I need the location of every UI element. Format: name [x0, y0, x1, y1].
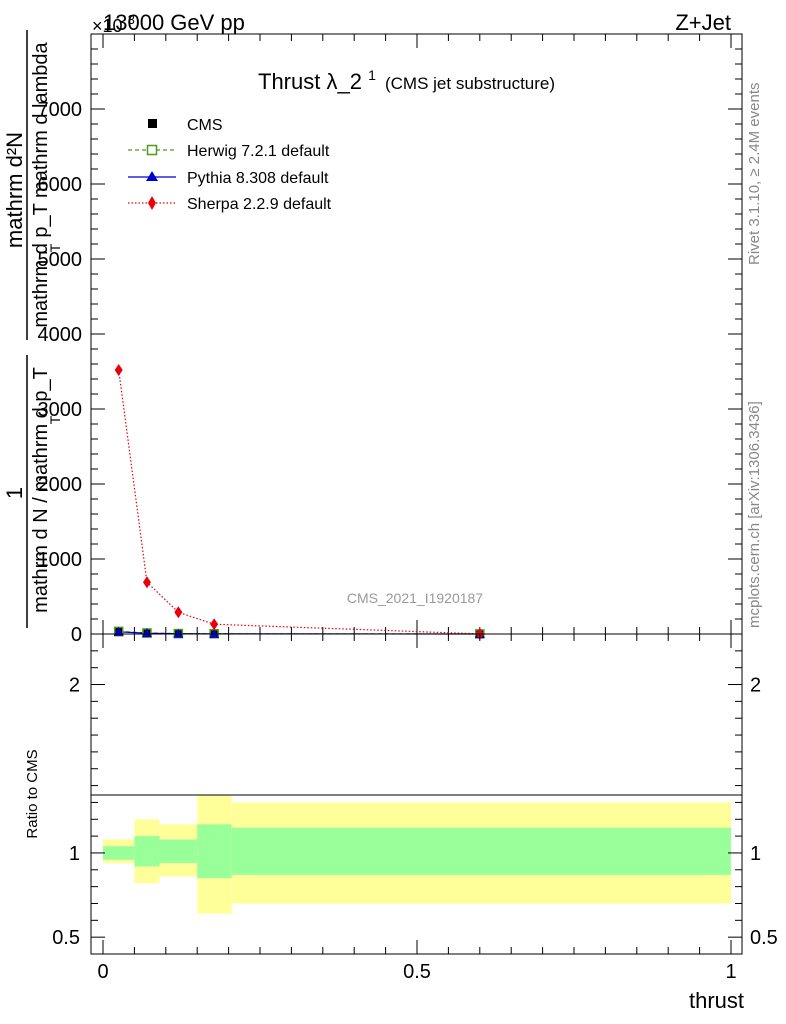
ylabel-sub-t2: T	[47, 243, 63, 252]
main-y-tick-labels: 0 1000 2000 3000 4000 5000 6000 7000	[38, 99, 83, 646]
main-y-tick-label: 0	[71, 624, 82, 646]
legend-entry-herwig: Herwig 7.2.1 default	[128, 143, 330, 160]
energy-label: 13000 GeV pp	[103, 10, 245, 35]
rivet-label: Rivet 3.1.10, ≥ 2.4M events	[746, 83, 763, 266]
series-3-point-3	[210, 618, 219, 631]
ratio-inner-band-2	[159, 839, 198, 864]
ratio-y-tick-label-right: 1	[750, 843, 761, 865]
legend-pythia-marker	[146, 171, 158, 181]
y-scale-exponent-base: ×10	[92, 16, 123, 36]
ratio-inner-band-0	[103, 846, 135, 860]
x-axis-title: thrust	[689, 988, 744, 1013]
legend-cms-label: CMS	[187, 117, 223, 134]
legend-herwig-label: Herwig 7.2.1 default	[187, 143, 330, 160]
main-y-tick-label: 7000	[38, 99, 83, 121]
ratio-axis-ticks	[91, 634, 742, 954]
ratio-inner-band-3	[197, 824, 232, 879]
series-2-point-1	[141, 628, 152, 638]
main-y-tick-label: 1000	[38, 549, 83, 571]
ratio-y-tick-label-left: 1	[69, 843, 80, 865]
legend-entry-cms: CMS	[148, 117, 223, 134]
ratio-y-tick-label-right: 2	[750, 675, 761, 697]
series-3-point-0	[114, 364, 123, 376]
ratio-y-tick-label-left: 2	[69, 675, 80, 697]
x-tick-labels: 0 0.5 1	[97, 961, 736, 983]
main-y-axis-title: 1 mathrm d N / mathrm d p_T T mathrm d²N…	[2, 30, 63, 628]
plot-title: Thrust λ_2 1 (CMS jet substructure)	[258, 60, 555, 94]
mcplots-label: mcplots.cern.ch [arXiv:1306.3436]	[746, 401, 763, 628]
ratio-uncertainty-bands	[103, 795, 732, 914]
y-scale-exponent-label: ×10 3	[92, 12, 135, 36]
ratio-y-tick-label-left: 0.5	[52, 927, 80, 949]
legend: CMS Herwig 7.2.1 default Pythia 8.308 de…	[128, 117, 332, 213]
ratio-inner-band-4	[231, 827, 732, 875]
ratio-y-axis-title: Ratio to CMS	[24, 749, 41, 838]
ratio-panel-frame	[90, 633, 743, 955]
ratio-inner-band-1	[134, 836, 160, 867]
plot-title-main: Thrust λ_2	[258, 69, 362, 94]
legend-entry-sherpa: Sherpa 2.2.9 default	[128, 196, 332, 213]
main-y-tick-label: 6000	[38, 174, 83, 196]
series-3-point-1	[142, 576, 151, 589]
analysis-watermark: CMS_2021_I1920187	[347, 590, 483, 606]
main-y-tick-label: 3000	[38, 399, 83, 421]
legend-sherpa-label: Sherpa 2.2.9 default	[187, 196, 332, 213]
legend-herwig-marker	[146, 144, 158, 156]
x-tick-label: 0	[97, 961, 108, 983]
x-tick-label: 1	[725, 961, 736, 983]
process-label: Z+Jet	[675, 10, 731, 35]
plot-title-sub: (CMS jet substructure)	[385, 74, 555, 93]
x-tick-label: 0.5	[403, 961, 431, 983]
main-y-tick-label: 4000	[38, 324, 83, 346]
ylabel-main-top: mathrm d²N	[2, 132, 27, 248]
series-2-point-2	[173, 628, 184, 638]
ylabel-frac-den: mathrm d N / mathrm d p_T	[30, 367, 52, 613]
ylabel-sub-t1: T	[47, 415, 63, 424]
plot-title-sup: 1	[368, 67, 376, 83]
legend-cms-marker	[148, 119, 157, 128]
legend-pythia-label: Pythia 8.308 default	[187, 170, 329, 187]
y-scale-exponent-power: 3	[128, 12, 135, 27]
main-y-tick-label: 5000	[38, 249, 83, 271]
ylabel-frac-num: 1	[2, 487, 27, 499]
ylabel-main: mathrm d p_T mathrm d lambda	[30, 41, 52, 327]
series-3-point-2	[174, 606, 183, 619]
legend-sherpa-marker	[148, 196, 156, 210]
legend-entry-pythia: Pythia 8.308 default	[128, 170, 329, 187]
main-y-tick-label: 2000	[38, 474, 83, 496]
ratio-y-tick-label-right: 0.5	[750, 927, 778, 949]
series-2-point-3	[209, 628, 220, 638]
ratio-y-tick-labels: 0.5 0.5 1 1 2 2	[52, 675, 778, 950]
